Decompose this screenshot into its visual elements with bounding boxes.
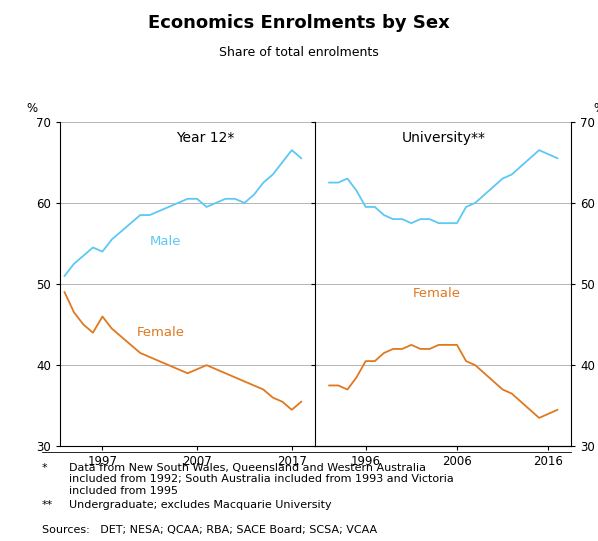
- Text: Female: Female: [136, 326, 185, 339]
- Text: *: *: [42, 463, 47, 472]
- Text: Undergraduate; excludes Macquarie University: Undergraduate; excludes Macquarie Univer…: [69, 500, 331, 510]
- Text: Male: Male: [150, 235, 181, 248]
- Text: **: **: [42, 500, 53, 510]
- Text: Sources:   DET; NESA; QCAA; RBA; SACE Board; SCSA; VCAA: Sources: DET; NESA; QCAA; RBA; SACE Boar…: [42, 525, 377, 535]
- Text: Share of total enrolments: Share of total enrolments: [219, 46, 379, 59]
- Text: Female: Female: [413, 287, 460, 300]
- Text: Data from New South Wales, Queensland and Western Australia
included from 1992; : Data from New South Wales, Queensland an…: [69, 463, 453, 496]
- Text: Year 12*: Year 12*: [176, 131, 234, 146]
- Text: %: %: [26, 102, 38, 115]
- Text: %: %: [593, 102, 598, 115]
- Text: Economics Enrolments by Sex: Economics Enrolments by Sex: [148, 14, 450, 31]
- Text: University**: University**: [401, 131, 485, 146]
